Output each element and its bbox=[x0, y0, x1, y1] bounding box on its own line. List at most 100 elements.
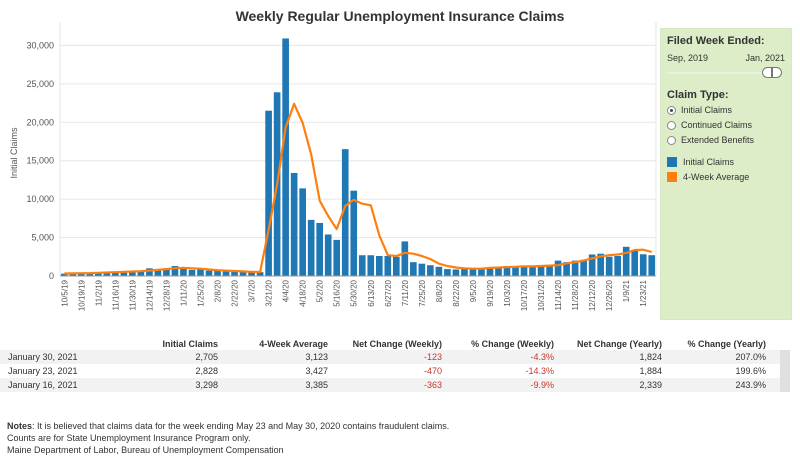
x-tick-label: 12/28/19 bbox=[162, 279, 171, 311]
claim-type-option-label: Initial Claims bbox=[681, 105, 733, 115]
x-tick-label: 5/30/20 bbox=[350, 279, 359, 306]
bar-initial-claims bbox=[401, 241, 409, 276]
bar-initial-claims bbox=[410, 262, 417, 276]
range-end-label: Jan, 2021 bbox=[745, 53, 785, 63]
bar-initial-claims bbox=[324, 234, 332, 276]
bar-initial-claims bbox=[384, 256, 392, 276]
bar-initial-claims bbox=[375, 256, 383, 276]
x-tick-label: 12/26/20 bbox=[605, 279, 614, 311]
x-tick-label: 7/11/20 bbox=[401, 279, 410, 306]
y-tick-label: 15,000 bbox=[26, 156, 54, 166]
line-4-week-average bbox=[64, 102, 652, 275]
y-tick-label: 30,000 bbox=[26, 40, 54, 50]
slider-end-handle[interactable] bbox=[772, 67, 782, 78]
bar-initial-claims bbox=[112, 271, 119, 276]
y-tick-label: 20,000 bbox=[26, 117, 54, 127]
bar-initial-claims bbox=[631, 250, 639, 276]
legend-item: Initial Claims bbox=[667, 156, 785, 168]
radio-button[interactable] bbox=[667, 135, 676, 145]
x-tick-label: 11/28/20 bbox=[571, 279, 580, 310]
bar-initial-claims bbox=[69, 273, 77, 276]
bar-initial-claims bbox=[486, 267, 494, 276]
bar-initial-claims bbox=[94, 272, 102, 276]
x-tick-label: 5/16/20 bbox=[333, 279, 342, 306]
claim-type-option-label: Extended Benefits bbox=[681, 135, 755, 145]
table-scrollbar[interactable] bbox=[780, 378, 790, 392]
table-row: January 30, 2021 2,705 3,123 -123 -4.3% 1,824… bbox=[0, 350, 790, 364]
x-tick-label: 11/16/19 bbox=[111, 279, 120, 310]
filed-week-label: Filed Week Ended: bbox=[667, 35, 765, 47]
cell-pct-change-weekly: -4.3% bbox=[530, 352, 554, 362]
slider-start-handle[interactable] bbox=[762, 67, 772, 78]
claim-type-option[interactable]: Initial Claims bbox=[667, 104, 785, 116]
table-scrollbar[interactable] bbox=[780, 364, 790, 378]
bar-initial-claims bbox=[341, 149, 349, 276]
chart-legend: Initial Claims 4-Week Average bbox=[667, 156, 785, 183]
x-tick-label: 8/22/20 bbox=[452, 279, 461, 306]
bar-initial-claims bbox=[597, 253, 604, 276]
legend-swatch bbox=[667, 157, 677, 167]
bar-initial-claims bbox=[478, 268, 485, 276]
bar-initial-claims bbox=[86, 272, 94, 276]
x-tick-label: 10/5/19 bbox=[60, 279, 69, 306]
bar-initial-claims bbox=[120, 271, 128, 276]
x-tick-label: 1/11/20 bbox=[179, 279, 188, 306]
x-tick-label: 10/19/19 bbox=[77, 279, 86, 311]
cell-initial-claims: 2,705 bbox=[195, 352, 218, 362]
bar-initial-claims bbox=[512, 266, 519, 276]
x-tick-label: 1/9/21 bbox=[622, 279, 631, 302]
bar-initial-claims bbox=[299, 188, 306, 276]
legend-label: Initial Claims bbox=[683, 157, 735, 167]
bar-initial-claims bbox=[495, 266, 502, 276]
bar-initial-claims bbox=[588, 254, 596, 276]
date-range-labels: Sep, 2019 Jan, 2021 bbox=[667, 53, 785, 63]
claim-type-option[interactable]: Continued Claims bbox=[667, 119, 785, 131]
x-tick-label: 1/25/20 bbox=[196, 279, 205, 306]
date-range-slider[interactable] bbox=[667, 65, 785, 81]
bar-initial-claims bbox=[146, 268, 153, 276]
table-row: January 23, 2021 2,828 3,427 -470 -14.3% 1,88… bbox=[0, 364, 790, 378]
header-initial-claims: Initial Claims bbox=[162, 338, 218, 349]
bar-initial-claims bbox=[282, 38, 289, 276]
x-tick-label: 4/4/20 bbox=[282, 279, 291, 302]
bar-initial-claims bbox=[163, 268, 170, 276]
header-net-change-yearly: Net Change (Yearly) bbox=[576, 338, 662, 349]
claim-type-option[interactable]: Extended Benefits bbox=[667, 134, 785, 146]
radio-button[interactable] bbox=[667, 105, 676, 115]
bar-initial-claims bbox=[137, 270, 145, 276]
cell-net-change-weekly: -123 bbox=[423, 352, 442, 362]
bar-initial-claims bbox=[239, 272, 247, 276]
x-tick-label: 12/14/19 bbox=[145, 279, 154, 311]
cell-pct-change-yearly: 207.0% bbox=[735, 352, 766, 362]
bar-initial-claims bbox=[333, 239, 341, 276]
bar-initial-claims bbox=[307, 219, 315, 276]
chart-title: Weekly Regular Unemployment Insurance Cl… bbox=[235, 8, 565, 24]
x-tick-label: 5/2/20 bbox=[316, 279, 325, 302]
cell-pct-change-yearly: 199.6% bbox=[735, 366, 766, 376]
claim-type-option-label: Continued Claims bbox=[681, 120, 753, 130]
legend-swatch bbox=[667, 172, 677, 182]
weekly-claims-chart: 0 5,000 10,000 15,000 20,000 25,000 30,000 Init… bbox=[9, 22, 657, 311]
bar-initial-claims bbox=[520, 266, 528, 276]
bar-initial-claims bbox=[316, 222, 324, 276]
radio-button[interactable] bbox=[667, 120, 676, 130]
cell-week-ending: January 16, 2021 bbox=[8, 380, 78, 390]
table-header-row: Initial Claims 4-Week Average Net Change… bbox=[0, 337, 790, 350]
bar-initial-claims bbox=[205, 270, 213, 276]
x-tick-label: 12/12/20 bbox=[588, 279, 597, 311]
table-scrollbar[interactable] bbox=[780, 350, 790, 364]
bar-initial-claims bbox=[214, 271, 221, 276]
cell-4-week-average: 3,427 bbox=[305, 366, 328, 376]
x-tick-label: 2/8/20 bbox=[214, 279, 223, 302]
x-tick-label: 10/17/20 bbox=[520, 279, 529, 311]
x-tick-label: 11/30/19 bbox=[128, 279, 137, 310]
cell-week-ending: January 30, 2021 bbox=[8, 352, 78, 362]
bar-initial-claims bbox=[188, 269, 196, 276]
y-axis-label: Initial Claims bbox=[9, 127, 19, 179]
x-tick-label: 6/27/20 bbox=[384, 279, 393, 306]
bar-initial-claims bbox=[639, 254, 647, 276]
bar-initial-claims bbox=[605, 256, 613, 276]
cell-week-ending: January 23, 2021 bbox=[8, 366, 78, 376]
bar-initial-claims bbox=[529, 266, 536, 276]
bar-initial-claims bbox=[197, 269, 204, 276]
